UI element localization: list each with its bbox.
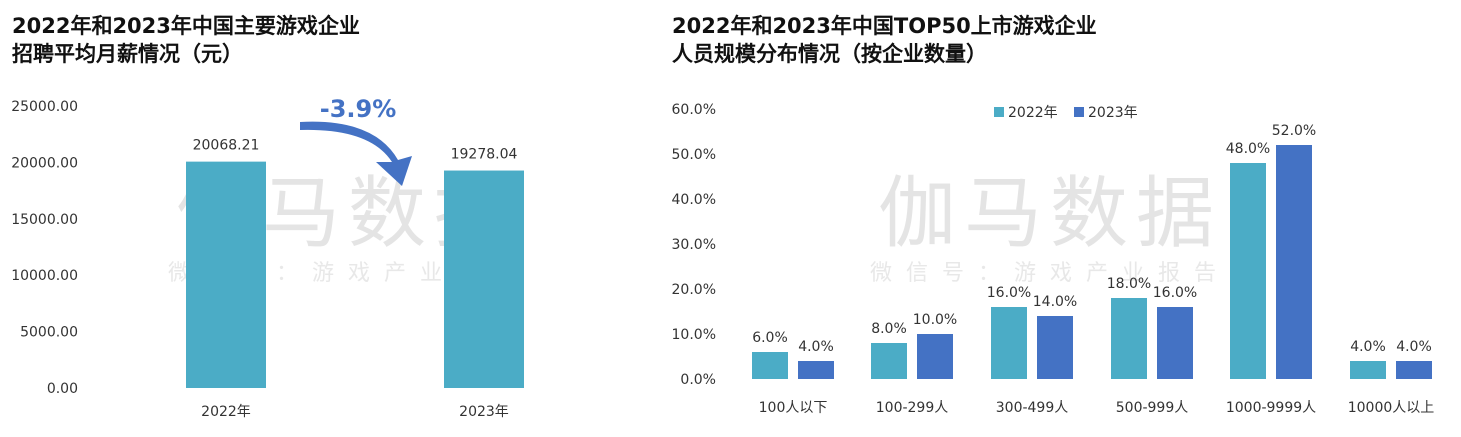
left-y-tick-label: 0.00 <box>47 381 78 397</box>
left-y-tick-label: 20000.00 <box>11 155 78 171</box>
left-y-tick-label: 5000.00 <box>20 325 78 341</box>
right-x-tick-label: 100-299人 <box>876 400 949 416</box>
right-x-tick-label: 100人以下 <box>759 400 828 416</box>
right-bar-2023 <box>798 361 834 379</box>
left-y-tick-label: 10000.00 <box>11 268 78 284</box>
left-bar-2 <box>444 170 524 388</box>
right-bar-2023 <box>1396 361 1432 379</box>
right-bar-value-label: 4.0% <box>798 339 834 355</box>
right-bar-2022 <box>1111 298 1147 379</box>
right-bar-value-label: 6.0% <box>752 330 788 346</box>
left-bar-value-label: 19278.04 <box>451 147 518 163</box>
change-percent-label: -3.9% <box>320 95 397 123</box>
right-chart-title-line-2: 人员规模分布情况（按企业数量） <box>672 42 987 66</box>
left-bar-value-label: 20068.21 <box>193 138 260 154</box>
right-bar-2022 <box>1230 163 1266 379</box>
left-x-tick-label: 2022年 <box>201 404 251 420</box>
right-x-tick-label: 1000-9999人 <box>1226 400 1316 416</box>
watermark-sub: 微信号：游戏产业报告 <box>870 261 1230 286</box>
right-bar-2023 <box>917 334 953 379</box>
right-bar-value-label: 48.0% <box>1226 141 1270 157</box>
right-bar-value-label: 4.0% <box>1396 339 1432 355</box>
left-bar-1 <box>186 161 266 388</box>
right-bar-value-label: 8.0% <box>871 321 907 337</box>
right-bar-value-label: 16.0% <box>987 285 1031 301</box>
right-y-tick-label: 0.0% <box>680 372 716 388</box>
left-chart-title-line-1: 2022年和2023年中国主要游戏企业 <box>12 14 360 38</box>
watermark-main: 伽马数据 <box>878 169 1222 259</box>
right-bar-2022 <box>752 352 788 379</box>
right-bar-2023 <box>1157 307 1193 379</box>
right-bar-value-label: 4.0% <box>1350 339 1386 355</box>
right-bar-2022 <box>991 307 1027 379</box>
right-chart-title-line-1: 2022年和2023年中国TOP50上市游戏企业 <box>672 14 1097 38</box>
right-bar-value-label: 16.0% <box>1153 285 1197 301</box>
right-x-tick-label: 300-499人 <box>996 400 1069 416</box>
legend-swatch-2023 <box>1074 107 1084 117</box>
right-chart-title: 2022年和2023年中国TOP50上市游戏企业 人员规模分布情况（按企业数量） <box>672 12 1097 68</box>
right-bar-2022 <box>1350 361 1386 379</box>
right-bar-value-label: 18.0% <box>1107 276 1151 292</box>
right-bar-value-label: 52.0% <box>1272 123 1316 139</box>
right-bar-2023 <box>1276 145 1312 379</box>
right-bar-value-label: 10.0% <box>913 312 957 328</box>
right-y-tick-label: 50.0% <box>672 147 716 163</box>
right-x-tick-label: 500-999人 <box>1116 400 1189 416</box>
left-chart-title: 2022年和2023年中国主要游戏企业 招聘平均月薪情况（元） <box>12 12 360 68</box>
right-y-tick-label: 20.0% <box>672 282 716 298</box>
left-y-tick-label: 15000.00 <box>11 212 78 228</box>
legend-swatch-2022 <box>994 107 1004 117</box>
right-bar-2023 <box>1037 316 1073 379</box>
left-chart-title-line-2: 招聘平均月薪情况（元） <box>12 42 243 66</box>
left-y-tick-label: 25000.00 <box>11 99 78 115</box>
change-arrow <box>300 121 412 186</box>
right-bar-2022 <box>871 343 907 379</box>
right-y-tick-label: 60.0% <box>672 102 716 118</box>
right-y-tick-label: 10.0% <box>672 327 716 343</box>
right-y-tick-label: 40.0% <box>672 192 716 208</box>
left-x-tick-label: 2023年 <box>459 404 509 420</box>
legend-label: 2023年 <box>1088 105 1138 121</box>
right-bar-value-label: 14.0% <box>1033 294 1077 310</box>
right-x-tick-label: 10000人以上 <box>1348 400 1435 416</box>
legend-label: 2022年 <box>1008 105 1058 121</box>
right-y-tick-label: 30.0% <box>672 237 716 253</box>
